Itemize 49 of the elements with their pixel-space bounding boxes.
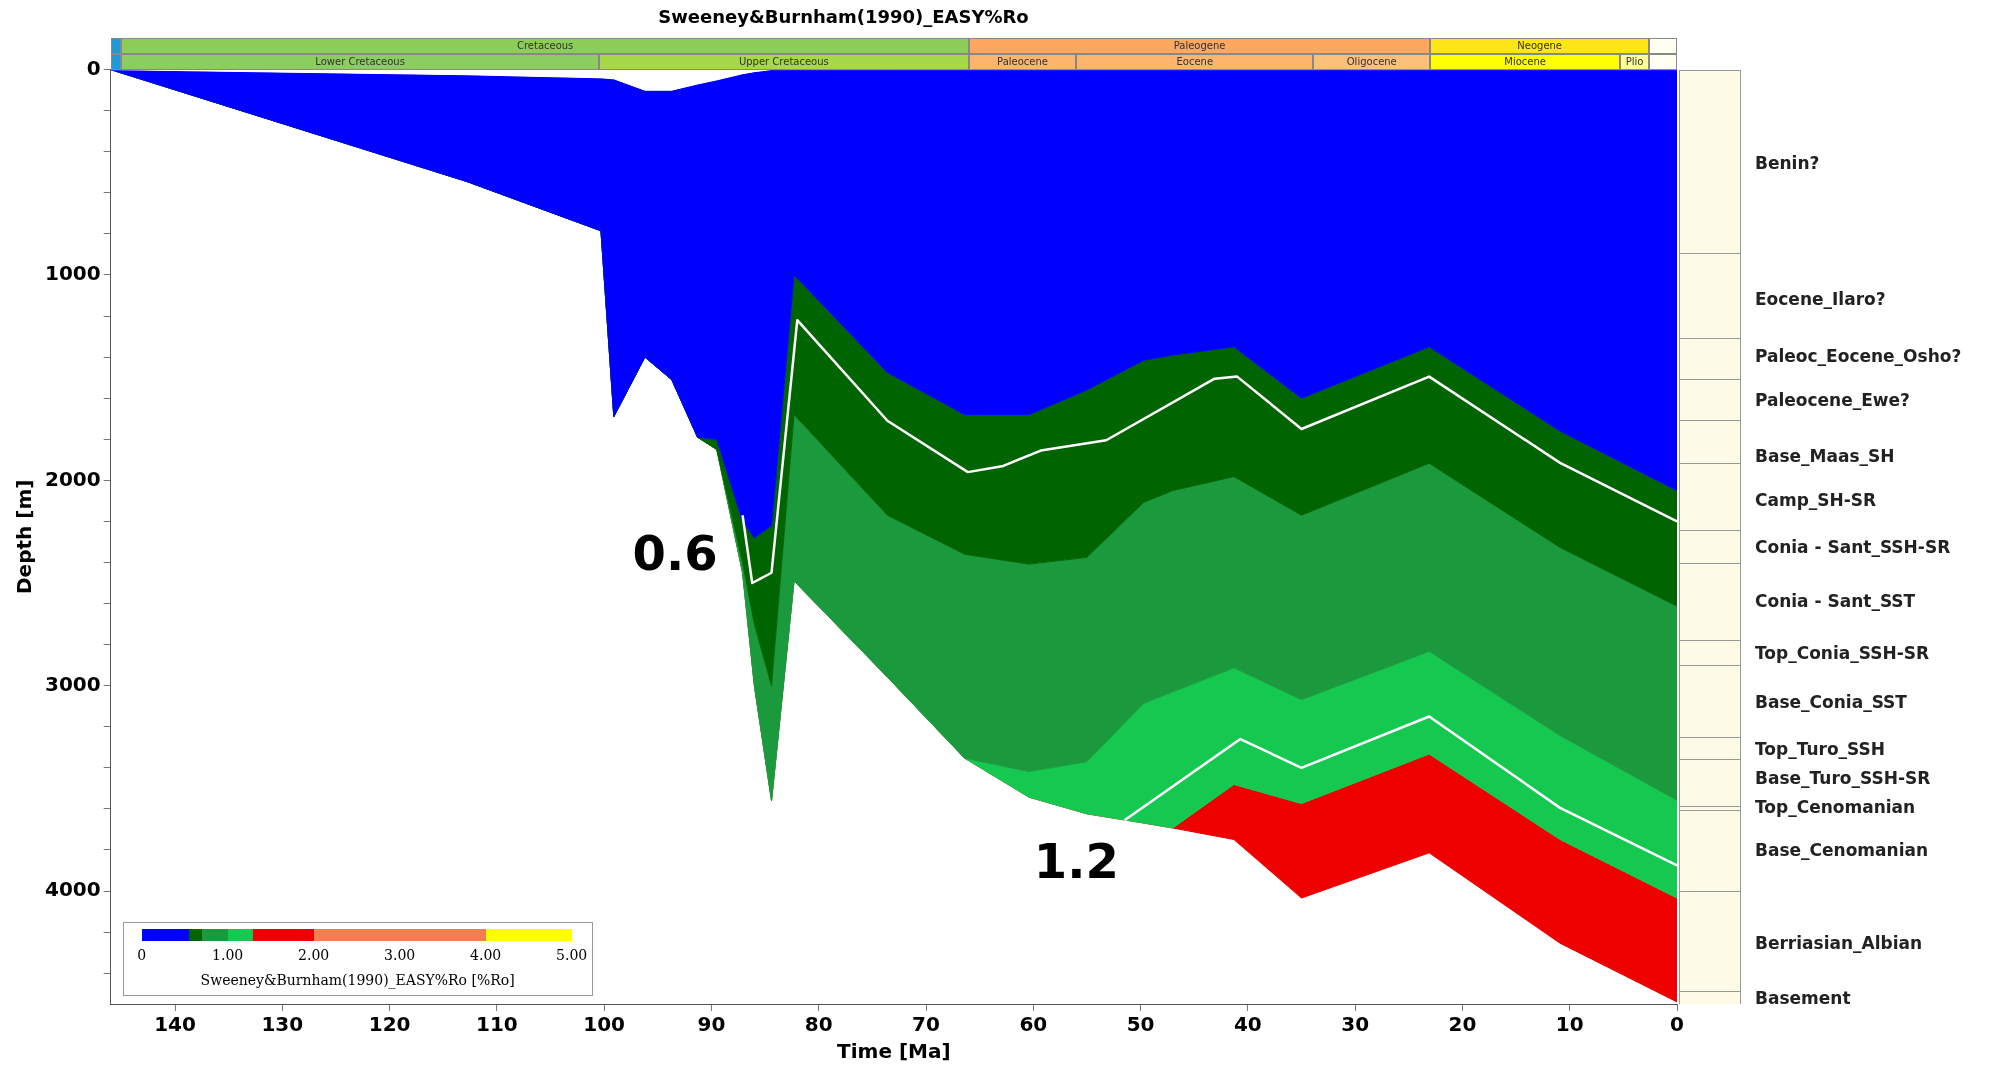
x-tick-label: 30 xyxy=(1341,1012,1370,1037)
text: Benin? xyxy=(1755,153,1820,174)
y-tick-label: 0 xyxy=(86,55,101,80)
text: Paleoc_Eocene_Osho? xyxy=(1755,346,1962,367)
text: Base_Turo_SSH-SR xyxy=(1755,768,1931,789)
x-tick-label: 40 xyxy=(1233,1012,1262,1037)
annotation: 2.00 xyxy=(298,947,330,963)
y-tick-label: 4000 xyxy=(44,877,101,902)
annotation: 1.00 xyxy=(212,947,244,963)
x-tick-label: 50 xyxy=(1126,1012,1155,1037)
text: Conia - Sant_SSH-SR xyxy=(1755,537,1951,558)
x-tick-label: 100 xyxy=(583,1012,626,1037)
text: Conia - Sant_SST xyxy=(1755,591,1916,612)
y-tick-label: 3000 xyxy=(44,671,101,696)
annotation: 0 xyxy=(137,947,147,963)
text: Camp_SH-SR xyxy=(1755,489,1877,510)
text: Paleocene_Ewe? xyxy=(1755,390,1910,411)
x-tick-label: 80 xyxy=(804,1012,833,1037)
text: Berriasian_Albian xyxy=(1755,933,1923,954)
x-tick-label: 140 xyxy=(154,1012,196,1037)
x-tick-label: 10 xyxy=(1555,1012,1584,1037)
text: Base_Maas_SH xyxy=(1755,445,1895,466)
text: Eocene_Ilaro? xyxy=(1755,288,1886,309)
annotation: 5.00 xyxy=(556,947,588,963)
annotation: 1.2 xyxy=(1033,832,1119,889)
annotation: 0.6 xyxy=(632,524,718,581)
x-tick-label: 90 xyxy=(697,1012,726,1037)
chart-title: Sweeney&Burnham(1990)_EASY%Ro xyxy=(658,6,1029,28)
x-tick-label: 60 xyxy=(1019,1012,1048,1037)
x-tick-label: 0 xyxy=(1670,1012,1684,1037)
time-scale-strip: Cretaceous Paleogene Neogene Lower Cretaceous Upper Cretaceous Paleocene Eocene Oligocene Miocene Plio xyxy=(110,37,1677,70)
y-axis-title: Depth [m] xyxy=(12,479,37,594)
x-tick-label: 110 xyxy=(476,1012,518,1037)
annotation: 4.00 xyxy=(470,947,502,963)
x-tick-label: 120 xyxy=(368,1012,411,1037)
y-tick-label: 1000 xyxy=(44,261,101,286)
text: Base_Cenomanian xyxy=(1755,839,1929,860)
text: Top_Turo_SSH xyxy=(1755,739,1886,760)
y-tick-label: 2000 xyxy=(44,466,101,491)
x-tick-label: 70 xyxy=(912,1012,940,1037)
text: Top_Conia_SSH-SR xyxy=(1755,642,1930,663)
text: Basement xyxy=(1755,987,1851,1008)
annotation: 3.00 xyxy=(384,947,416,963)
x-tick-label: 20 xyxy=(1448,1012,1477,1037)
text: Base_Conia_SST xyxy=(1755,692,1907,713)
color-bar-title: Sweeney&Burnham(1990)_EASY%Ro [%Ro] xyxy=(199,971,516,989)
x-tick-label: 130 xyxy=(261,1012,304,1037)
x-axis-title: Time [Ma] xyxy=(837,1039,951,1064)
text: Top_Cenomanian xyxy=(1755,796,1916,817)
